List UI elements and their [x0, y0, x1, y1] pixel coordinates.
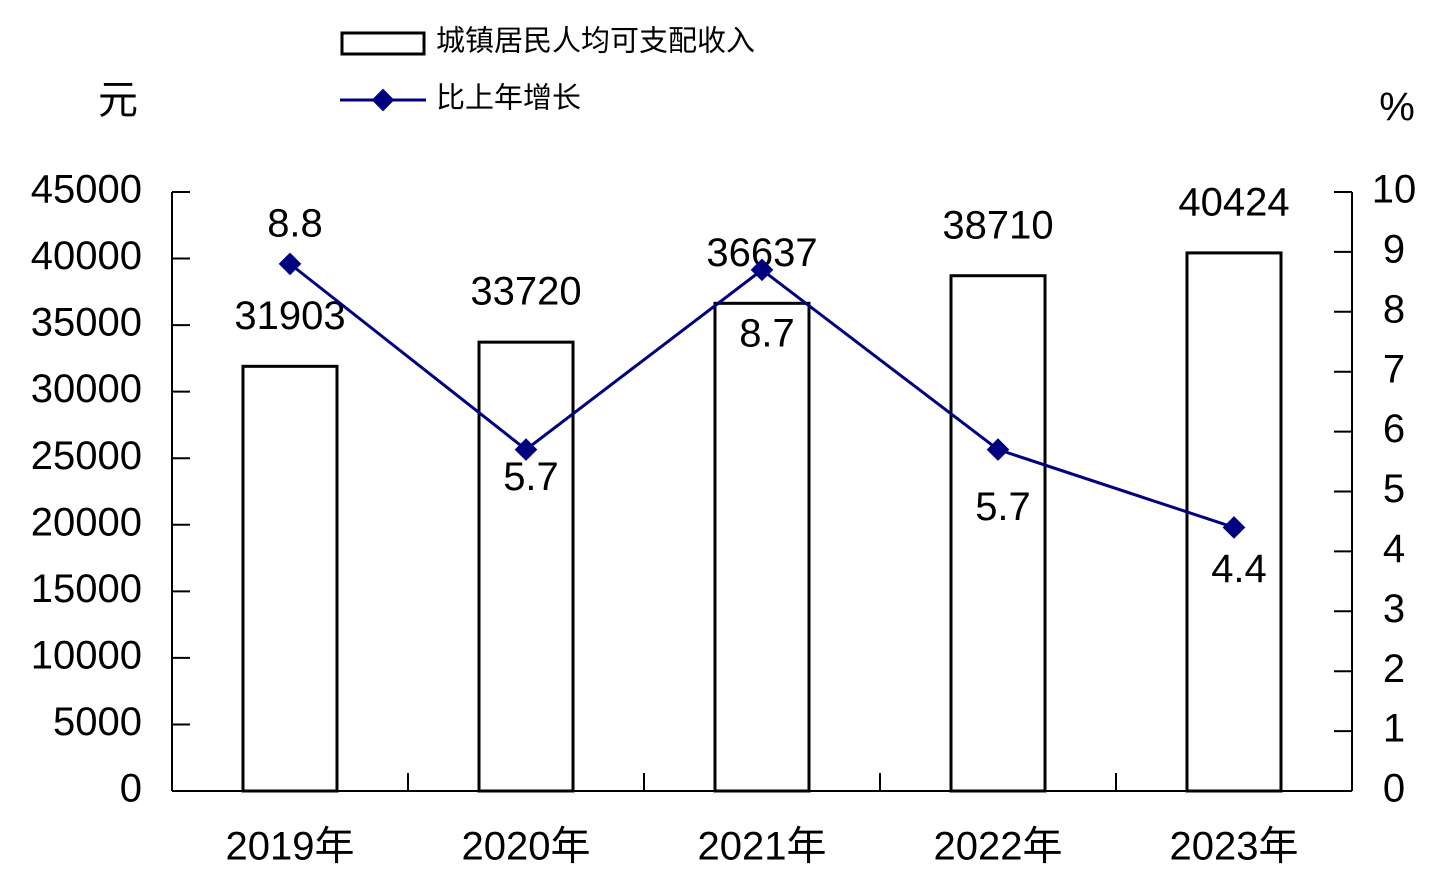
point-value-label: 8.8 [267, 201, 323, 245]
y2-tick-label: 1 [1383, 707, 1405, 751]
y2-tick-label: 8 [1383, 287, 1405, 331]
y-tick-label: 40000 [31, 234, 142, 278]
y2-tick-label: 7 [1383, 347, 1405, 391]
bar-value-label: 31903 [234, 294, 345, 338]
bar-value-label: 38710 [942, 203, 1053, 247]
y2-tick-label: 5 [1383, 467, 1405, 511]
bar [241, 364, 339, 793]
y-tick-label: 0 [120, 767, 142, 811]
legend-marker [371, 88, 395, 112]
point [986, 438, 1010, 461]
y-tick-label: 5000 [53, 700, 142, 744]
y2-tick-label: 10 [1372, 168, 1417, 212]
y2-tick-label: 0 [1383, 767, 1405, 811]
legend-swatch-bar [340, 31, 426, 56]
y-tick-label: 30000 [31, 367, 142, 411]
y2-tick-label: 3 [1383, 587, 1405, 631]
x-tick-label: 2021年 [698, 825, 827, 869]
y-unit: 元 [98, 79, 138, 123]
legend-label: 比上年增长 [436, 82, 581, 115]
y-tick-label: 25000 [31, 434, 142, 478]
x-tick-label: 2023年 [1170, 825, 1299, 869]
point-value-label: 8.7 [739, 311, 795, 355]
point [514, 438, 538, 461]
x-tick-label: 2022年 [934, 825, 1063, 869]
y2-tick-label: 6 [1383, 407, 1405, 451]
bar-value-label: 40424 [1178, 180, 1289, 224]
bar [949, 274, 1047, 793]
bar [713, 301, 811, 793]
y2-unit: % [1379, 86, 1415, 130]
x-tick-label: 2020年 [462, 825, 591, 869]
bar-value-label: 33720 [470, 270, 581, 314]
x-tick-label: 2019年 [226, 825, 355, 869]
y-tick-label: 35000 [31, 301, 142, 345]
y-tick-label: 45000 [31, 168, 142, 212]
point [1222, 516, 1246, 539]
y-tick-label: 10000 [31, 633, 142, 677]
legend-label: 城镇居民人均可支配收入 [436, 25, 755, 58]
y2-tick-label: 2 [1383, 647, 1405, 691]
bar [477, 340, 575, 793]
y-tick-label: 15000 [31, 567, 142, 611]
point-value-label: 4.4 [1211, 547, 1267, 591]
y2-tick-label: 4 [1383, 527, 1405, 571]
y2-tick-label: 9 [1383, 227, 1405, 271]
point-value-label: 5.7 [503, 455, 559, 499]
point [750, 258, 774, 282]
y-tick-label: 20000 [31, 500, 142, 544]
point-value-label: 5.7 [975, 485, 1031, 529]
